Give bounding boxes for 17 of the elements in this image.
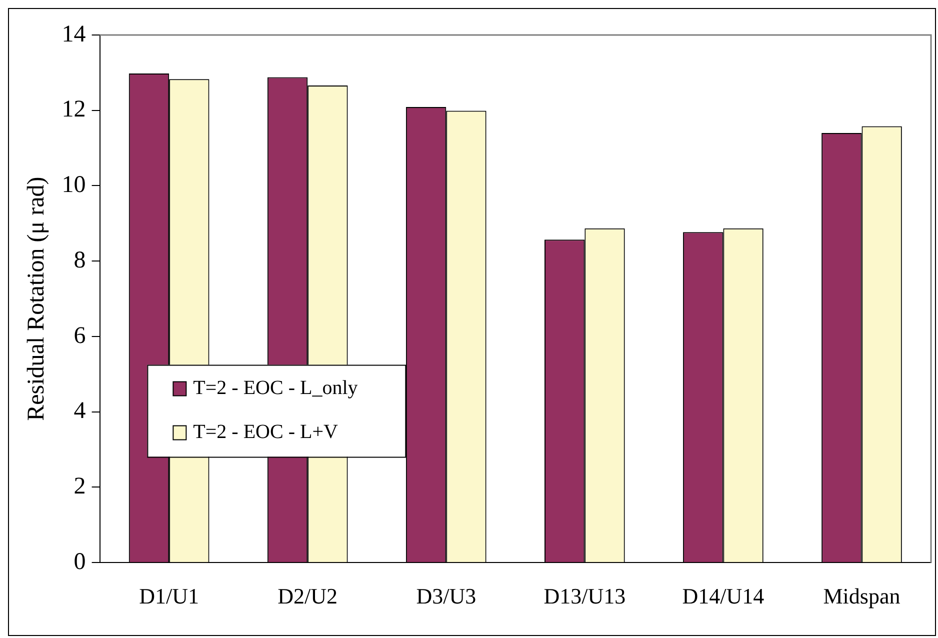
y-tick-label: 14	[62, 21, 86, 48]
x-tick-label: D3/U3	[416, 584, 476, 609]
x-tick-label: D2/U2	[278, 584, 338, 609]
x-tick-label: D1/U1	[139, 584, 200, 609]
y-tick-label: 4	[74, 398, 86, 424]
y-tick-label: 2	[74, 474, 86, 500]
y-tick-label: 12	[62, 96, 86, 123]
y-tick-label: 0	[74, 548, 86, 575]
y-axis-title: Residual Rotation (μ rad)	[24, 176, 50, 421]
x-tick-label: Midspan	[823, 584, 900, 609]
legend-label: T=2 - EOC - L_only	[193, 377, 358, 399]
y-tick-label: 8	[74, 247, 86, 274]
y-tick-label: 6	[74, 322, 86, 349]
x-tick-label: D14/U14	[682, 584, 764, 609]
x-tick-label: D13/U13	[544, 584, 626, 609]
y-tick-label: 10	[62, 172, 86, 198]
legend-label: T=2 - EOC - L+V	[193, 421, 338, 443]
